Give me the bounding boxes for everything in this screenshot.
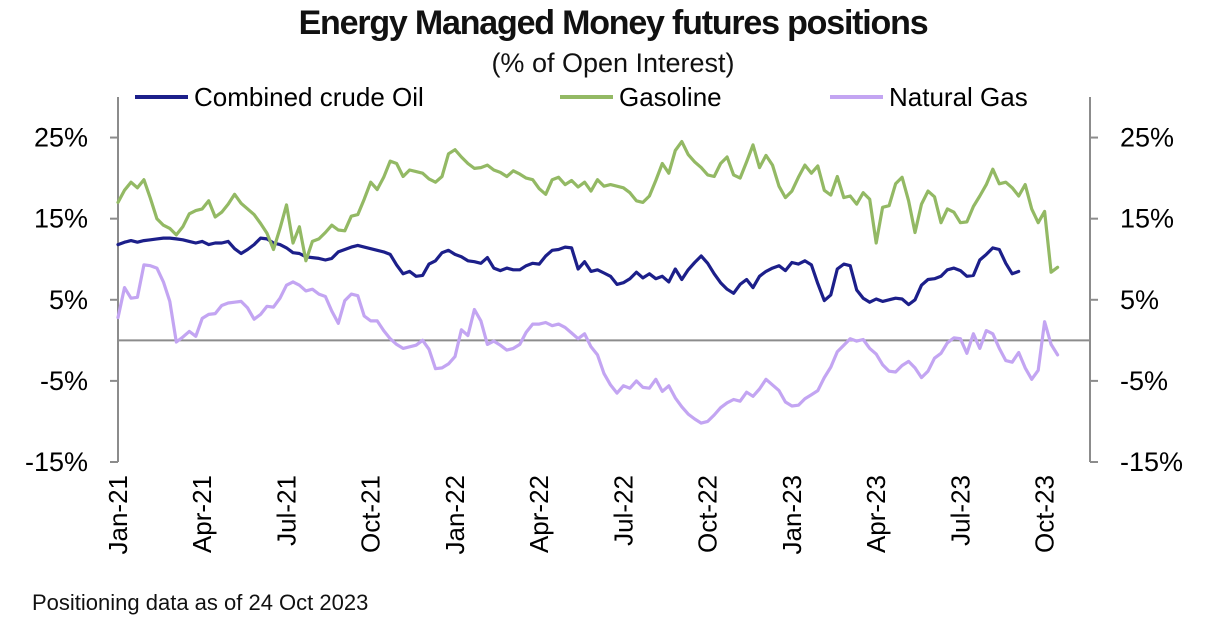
legend-item-natural-gas: Natural Gas	[830, 82, 1028, 112]
legend-label-natural-gas: Natural Gas	[889, 82, 1028, 112]
legend-item-gasoline: Gasoline	[560, 82, 722, 112]
x-tick-label: Jul-23	[945, 475, 975, 546]
y-tick-label-left: 15%	[34, 204, 88, 234]
y-tick-label-right: 5%	[1120, 285, 1159, 315]
x-tick-label: Apr-22	[524, 475, 554, 553]
x-tick-label: Jan-23	[777, 475, 807, 555]
y-tick-label-right: -5%	[1120, 366, 1168, 396]
footnote: Positioning data as of 24 Oct 2023	[32, 590, 369, 615]
x-tick-label: Jul-21	[271, 475, 301, 546]
x-tick-label: Oct-22	[693, 475, 723, 553]
y-tick-label-left: 25%	[34, 123, 88, 153]
legend-item-crude-oil: Combined crude Oil	[135, 82, 424, 112]
x-tick-label: Jan-22	[440, 475, 470, 555]
x-tick-label: Oct-23	[1030, 475, 1060, 553]
x-tick-label: Jul-22	[608, 475, 638, 546]
series-line-natural-gas	[116, 263, 1060, 425]
axes	[117, 97, 1091, 462]
legend-label-gasoline: Gasoline	[619, 82, 722, 112]
x-tick-label: Apr-21	[187, 475, 217, 553]
y-tick-label-left: -15%	[25, 447, 88, 477]
ticks: 25% 25% 15% 15% 5% 5% -5% -5% -15% -15% Jan-21 Apr-…	[25, 123, 1183, 555]
series-lines	[116, 140, 1060, 425]
y-tick-label-left: 5%	[49, 285, 88, 315]
series-line-combined-crude-oil	[116, 236, 1021, 307]
x-tick-label: Apr-23	[861, 475, 891, 553]
legend-label-crude-oil: Combined crude Oil	[194, 82, 424, 112]
y-tick-label-right: 25%	[1120, 123, 1174, 153]
series-line-gasoline	[116, 140, 1060, 274]
chart-title: Energy Managed Money futures positions	[298, 4, 929, 42]
chart-subtitle: (% of Open Interest)	[491, 48, 735, 78]
legend: Combined crude Oil Gasoline Natural Gas	[135, 82, 1028, 112]
y-tick-label-left: -5%	[40, 366, 88, 396]
x-tick-label: Jan-21	[103, 475, 133, 555]
y-tick-label-right: 15%	[1120, 204, 1174, 234]
x-tick-label: Oct-21	[356, 475, 386, 553]
y-tick-label-right: -15%	[1120, 447, 1183, 477]
